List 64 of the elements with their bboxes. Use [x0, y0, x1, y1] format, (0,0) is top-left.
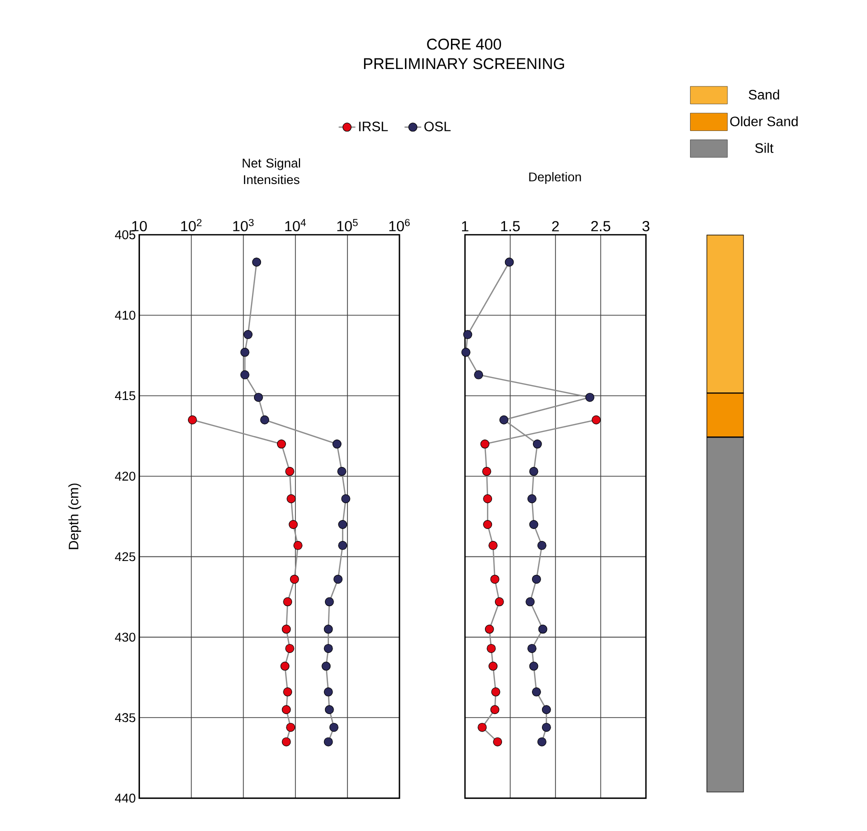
y-axis-title: Depth (cm): [68, 483, 82, 549]
point: [490, 704, 500, 714]
x-tick-label: 3: [642, 220, 650, 232]
point: [529, 466, 538, 476]
point: [491, 687, 500, 696]
point: [483, 494, 492, 504]
point: [532, 574, 541, 584]
point: [499, 415, 508, 424]
x-tick-label: 10$^{5}$: [337, 218, 358, 232]
y-tick-label: 410: [114, 310, 136, 320]
x-tick-label: 1: [462, 221, 468, 232]
point: [585, 392, 594, 402]
y-tick-label: 405: [114, 230, 136, 240]
point: [463, 330, 472, 339]
point: [461, 348, 470, 357]
point: [529, 661, 538, 670]
point: [538, 624, 548, 634]
x-tick-label: 10$^{6}$: [389, 218, 410, 232]
legend-label: Sand: [748, 89, 780, 100]
x-tick-label: 10$^{3}$: [233, 218, 254, 232]
point: [483, 520, 492, 529]
point: [480, 439, 490, 448]
legend-label: Older Sand: [730, 116, 798, 126]
point: [537, 540, 546, 550]
y-tick-label: 415: [114, 391, 136, 400]
y-tick-label: 440: [114, 793, 136, 802]
y-tick-label: 435: [114, 712, 136, 722]
y-tick-label: 430: [114, 632, 136, 642]
point: [486, 644, 496, 653]
point: [488, 661, 498, 670]
point: [527, 494, 536, 504]
chart-title: CORE 400: [427, 38, 502, 50]
point: [542, 722, 551, 732]
point: [484, 624, 494, 634]
legend-label: OSL: [424, 121, 451, 132]
point: [592, 415, 601, 424]
point: [529, 520, 538, 529]
point: [542, 704, 551, 714]
x-tick-label: 2.5: [591, 220, 610, 232]
point: [488, 540, 498, 550]
x-tick-label: 10$^{4}$: [285, 218, 306, 232]
x-tick-label: 2: [552, 220, 559, 232]
y-tick-label: 420: [114, 472, 136, 480]
chart-subtitle: PRELIMINARY SCREENING: [364, 58, 564, 69]
x-axis-title: Depletion: [529, 172, 581, 184]
point: [532, 439, 542, 448]
point: [493, 737, 502, 746]
point: [478, 722, 487, 732]
y-tick-label: 425: [114, 552, 136, 561]
x-axis-title: Net Signal Intensities: [242, 158, 300, 184]
x-tick-label: 10: [132, 220, 147, 232]
point: [526, 597, 535, 606]
legend-label: Silt: [755, 142, 774, 153]
point: [482, 466, 492, 476]
point: [537, 737, 546, 746]
point: [527, 644, 536, 653]
point: [490, 574, 500, 584]
point: [494, 597, 504, 606]
point: [474, 370, 484, 380]
point: [504, 257, 514, 266]
point: [532, 687, 541, 696]
legend-label: IRSL: [359, 121, 388, 132]
x-tick-label: 1.5: [501, 220, 520, 232]
x-tick-label: 10$^{2}$: [181, 218, 202, 232]
